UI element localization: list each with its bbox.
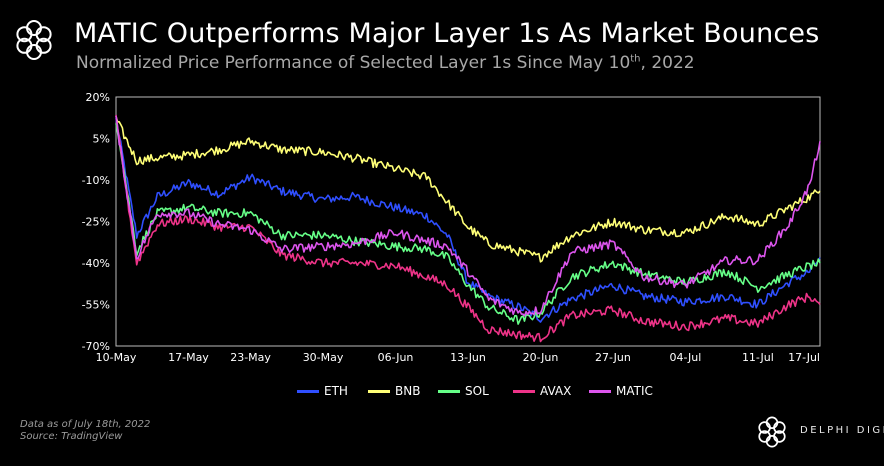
chart-legend: ETH BNB SOL AVAX MATIC	[0, 382, 884, 400]
legend-swatch	[589, 389, 611, 393]
legend-label: BNB	[395, 384, 421, 398]
delphi-digital-logo-icon	[16, 20, 52, 60]
x-tick-label: 30-May	[303, 351, 344, 364]
x-tick-label: 17-Jul	[788, 351, 820, 364]
series-line-matic	[115, 115, 821, 317]
delphi-digital-logo-icon	[758, 416, 786, 448]
series-line-eth	[115, 117, 821, 323]
y-tick-label: -70%	[82, 340, 110, 353]
x-tick-label: 23-May	[230, 351, 271, 364]
x-tick-label: 13-Jun	[450, 351, 486, 364]
y-tick-label: -55%	[82, 299, 110, 312]
subtitle-sup: th	[630, 53, 641, 65]
subtitle-end: , 2022	[640, 53, 695, 73]
subtitle-main: Normalized Price Performance of Selected…	[76, 53, 631, 73]
x-tick-label: 27-Jun	[595, 351, 631, 364]
source-note: Source: TradingView	[20, 431, 123, 442]
x-tick-label: 06-Jun	[378, 351, 414, 364]
y-tick-label: -25%	[82, 216, 110, 229]
legend-swatch	[438, 389, 460, 393]
legend-item-eth: ETH	[297, 382, 348, 400]
legend-swatch	[297, 389, 319, 393]
legend-item-matic: MATIC	[589, 382, 653, 400]
y-tick-label: 20%	[86, 91, 110, 104]
brand-mark: DELPHI DIGITAL	[752, 410, 884, 454]
legend-label: SOL	[465, 384, 489, 398]
series-line-sol	[115, 123, 821, 325]
series-layer	[115, 114, 821, 343]
brand-name: DELPHI DIGITAL	[800, 425, 884, 436]
legend-label: MATIC	[616, 384, 653, 398]
series-line-avax	[115, 114, 821, 343]
y-tick-label: 5%	[93, 133, 110, 146]
chart-title: MATIC Outperforms Major Layer 1s As Mark…	[74, 18, 820, 49]
legend-item-avax: AVAX	[513, 382, 571, 400]
y-tick-label: -40%	[82, 257, 110, 270]
x-tick-label: 20-Jun	[523, 351, 559, 364]
legend-item-bnb: BNB	[368, 382, 420, 400]
footnote: Data as of July 18th, 2022 Source: Tradi…	[20, 419, 150, 443]
plot-border	[115, 96, 821, 347]
x-axis-ticks: 10-May 17-May 23-May 30-May 06-Jun 13-Jun 20-J…	[96, 351, 820, 364]
chart-subtitle: Normalized Price Performance of Selected…	[76, 52, 695, 74]
legend-label: AVAX	[540, 384, 572, 398]
legend-swatch	[368, 389, 390, 393]
legend-label: ETH	[324, 384, 348, 398]
series-line-bnb	[115, 116, 821, 263]
x-tick-label: 17-May	[168, 351, 209, 364]
legend-swatch	[513, 389, 535, 393]
chart-header: MATIC Outperforms Major Layer 1s As Mark…	[0, 0, 884, 90]
x-tick-label: 04-Jul	[669, 351, 701, 364]
legend-item-sol: SOL	[438, 382, 489, 400]
x-tick-label: 10-May	[96, 351, 137, 364]
y-tick-label: -10%	[82, 174, 110, 187]
x-tick-label: 11-Jul	[742, 351, 774, 364]
data-date-note: Data as of July 18th, 2022	[20, 419, 151, 430]
y-axis-ticks: 20% 5% -10% -25% -40% -55% -70%	[82, 91, 110, 353]
